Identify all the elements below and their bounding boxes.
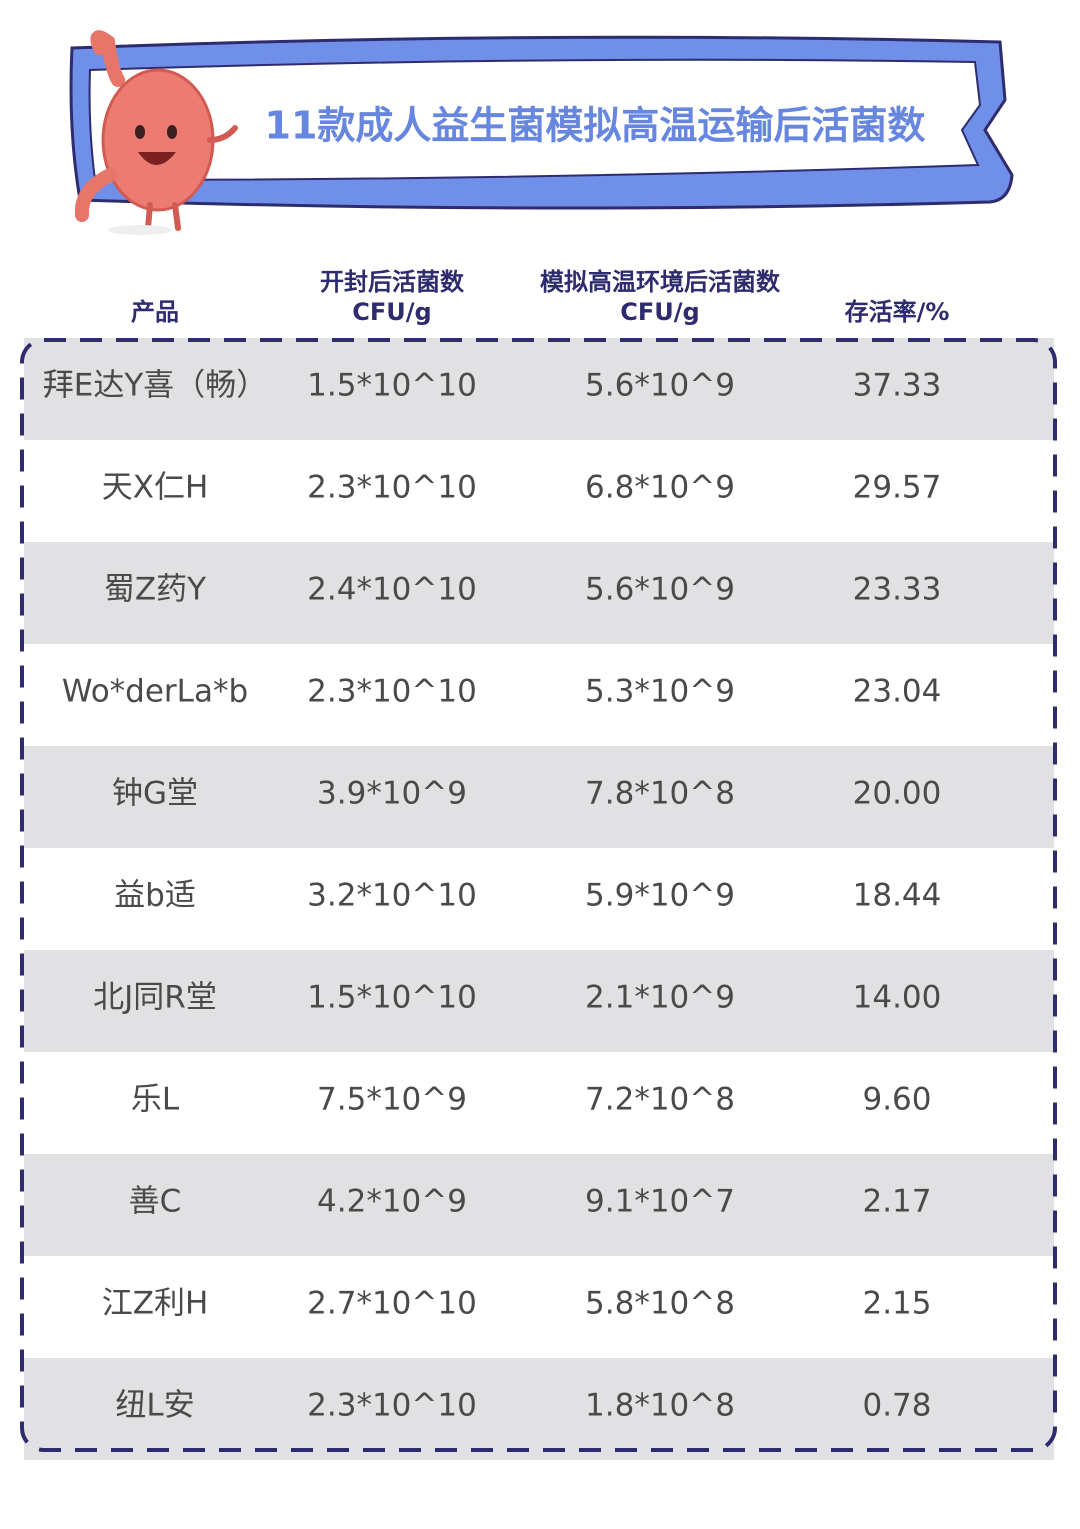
table-cell: 3.9*10^9	[317, 776, 467, 812]
column-header: 存活率/%	[845, 298, 950, 326]
table-cell: 2.3*10^10	[307, 470, 477, 506]
row-background	[24, 1154, 1054, 1256]
row-background	[24, 746, 1054, 848]
row-background	[24, 338, 1054, 440]
column-header: 模拟高温环境后活菌数	[540, 268, 781, 296]
table-cell: 善C	[129, 1184, 182, 1220]
table-cell: 4.2*10^9	[317, 1184, 467, 1220]
table-cell: 2.4*10^10	[307, 572, 477, 608]
table-cell: 北J同R堂	[93, 980, 217, 1016]
mascot	[74, 30, 238, 235]
table-cell: 23.33	[853, 572, 942, 608]
table-cell: 2.3*10^10	[307, 674, 477, 710]
table-cell: 江Z利H	[102, 1286, 209, 1322]
title: 11款成人益生菌模拟高温运输后活菌数	[265, 104, 926, 148]
table-cell: 蜀Z药Y	[104, 572, 206, 608]
table-cell: Wo*derLa*b	[62, 674, 248, 710]
column-header: CFU/g	[352, 298, 431, 326]
table-cell: 纽L安	[115, 1388, 194, 1424]
table-cell: 29.57	[853, 470, 942, 506]
table-cell: 9.1*10^7	[585, 1184, 735, 1220]
table-border	[20, 338, 1057, 1452]
table-cell: 拜E达Y喜（畅）	[43, 368, 268, 404]
table-cell: 7.8*10^8	[585, 776, 735, 812]
table-cell: 1.5*10^10	[307, 368, 477, 404]
table-cell: 0.78	[862, 1388, 931, 1424]
column-header: CFU/g	[620, 298, 699, 326]
table-cell: 2.1*10^9	[585, 980, 735, 1016]
table-cell: 14.00	[853, 980, 942, 1016]
table-cell: 6.8*10^9	[585, 470, 735, 506]
table-cell: 37.33	[853, 368, 942, 404]
table-cell: 5.6*10^9	[585, 368, 735, 404]
table-cell: 2.7*10^10	[307, 1286, 477, 1322]
table-cell: 乐L	[131, 1082, 180, 1118]
row-background	[24, 1358, 1054, 1460]
table-cell: 1.5*10^10	[307, 980, 477, 1016]
table-cell: 23.04	[853, 674, 942, 710]
column-header: 产品	[131, 298, 179, 326]
table-body: 拜E达Y喜（畅） 1.5*10^10 5.6*10^9 37.33 天X仁H 2.3*10…	[24, 338, 1054, 1460]
table-cell: 3.2*10^10	[307, 878, 477, 914]
table-cell: 天X仁H	[102, 470, 209, 506]
table-cell: 20.00	[853, 776, 942, 812]
row-background	[24, 542, 1054, 644]
table-cell: 7.2*10^8	[585, 1082, 735, 1118]
table-cell: 5.8*10^8	[585, 1286, 735, 1322]
table-cell: 2.15	[862, 1286, 931, 1322]
table-cell: 2.17	[862, 1184, 931, 1220]
column-header: 开封后活菌数	[320, 268, 465, 296]
table-cell: 5.6*10^9	[585, 572, 735, 608]
table-cell: 益b适	[114, 878, 196, 914]
row-background	[24, 950, 1054, 1052]
table-cell: 1.8*10^8	[585, 1388, 735, 1424]
table-cell: 2.3*10^10	[307, 1388, 477, 1424]
table-cell: 7.5*10^9	[317, 1082, 467, 1118]
table-cell: 9.60	[862, 1082, 931, 1118]
table-cell: 5.9*10^9	[585, 878, 735, 914]
table-cell: 5.3*10^9	[585, 674, 735, 710]
table-cell: 钟G堂	[112, 776, 198, 812]
table-cell: 18.44	[853, 878, 942, 914]
